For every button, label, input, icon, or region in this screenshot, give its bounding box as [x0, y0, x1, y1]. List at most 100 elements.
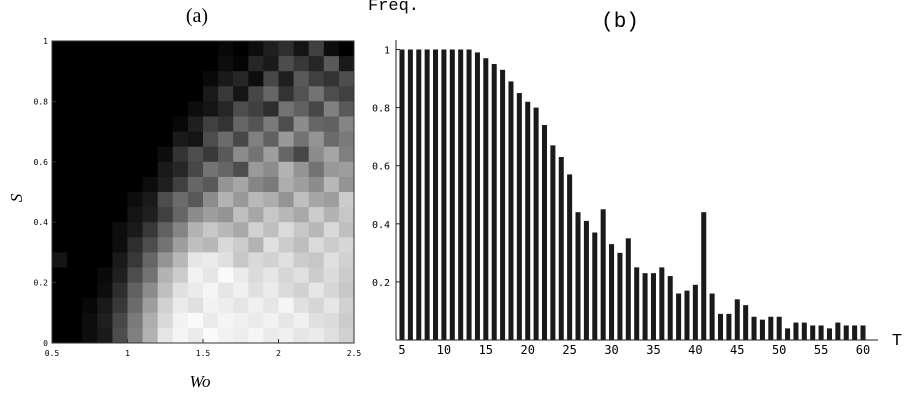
heatmap-cell	[233, 192, 249, 208]
heatmap-cell	[97, 176, 113, 193]
bar-x-tick-label: 10	[437, 343, 451, 357]
bar	[567, 174, 573, 340]
heatmap-cell	[218, 237, 234, 253]
heatmap-cell	[82, 146, 98, 163]
bar	[701, 212, 707, 340]
heatmap-cell	[203, 116, 219, 132]
heatmap-cell	[97, 86, 113, 102]
heatmap-cell	[157, 327, 174, 344]
heatmap-cell	[203, 267, 219, 283]
bar	[592, 232, 598, 340]
heatmap-cell	[218, 252, 234, 268]
heatmap-cell	[278, 101, 294, 117]
heatmap-cell	[233, 56, 249, 72]
bar	[659, 267, 665, 341]
heatmap-cell	[233, 86, 249, 102]
heatmap-cell	[112, 297, 128, 314]
heatmap-cell	[112, 56, 128, 72]
heatmap-cell	[293, 71, 310, 87]
heatmap-cell	[278, 252, 294, 268]
heatmap-cell	[187, 252, 204, 268]
heatmap-cell	[308, 146, 325, 163]
heatmap-cell	[293, 267, 310, 283]
heatmap-cell	[52, 146, 68, 163]
bar	[441, 49, 447, 340]
heatmap-cell	[293, 101, 310, 117]
heatmap-cell	[187, 297, 204, 314]
heatmap-cell	[233, 101, 249, 117]
heatmap-cell	[233, 252, 249, 268]
heatmap-cell	[82, 41, 98, 57]
bar-x-tick-label: 35	[646, 343, 660, 357]
heatmap-cell	[248, 192, 264, 208]
heatmap-cell	[157, 267, 174, 283]
heatmap-cell	[338, 56, 355, 72]
heatmap-cell	[97, 71, 113, 87]
heatmap-cell	[248, 116, 264, 132]
heatmap-cell	[157, 222, 174, 238]
heatmap-cell	[112, 131, 128, 148]
heatmap-cell	[323, 101, 340, 117]
heatmap-cell	[308, 71, 325, 87]
heatmap-cell	[233, 267, 249, 283]
heatmap-cell	[308, 222, 325, 238]
heatmap-cell	[263, 252, 279, 268]
heatmap-y-tick-label: 0	[43, 339, 48, 348]
heatmap-cell	[112, 312, 128, 329]
heatmap-cell	[308, 282, 325, 299]
heatmap-cell	[82, 252, 98, 268]
heatmap-cell	[52, 237, 68, 253]
heatmap-cell	[263, 297, 279, 314]
heatmap-cell	[338, 252, 355, 268]
heatmap-y-tick-label: 0.6	[34, 158, 49, 167]
bar	[801, 322, 807, 340]
heatmap-cell	[248, 237, 264, 253]
heatmap-cell	[293, 222, 310, 238]
heatmap-cell	[293, 192, 310, 208]
heatmap-cell	[323, 176, 340, 193]
heatmap-cell	[82, 222, 98, 238]
heatmap-cell	[172, 192, 189, 208]
heatmap-cell	[187, 207, 204, 223]
heatmap-cell	[112, 192, 128, 208]
heatmap-cell	[203, 312, 219, 329]
heatmap-cell	[52, 312, 68, 329]
heatmap-cell	[203, 252, 219, 268]
heatmap-cell	[187, 116, 204, 132]
heatmap-cell	[97, 297, 113, 314]
heatmap-cell	[338, 222, 355, 238]
heatmap-cell	[203, 207, 219, 223]
heatmap-cell	[187, 56, 204, 72]
heatmap-cell	[218, 161, 234, 178]
heatmap-cell	[187, 71, 204, 87]
heatmap-cell	[67, 71, 83, 87]
heatmap-cell	[338, 237, 355, 253]
heatmap-cell	[82, 237, 98, 253]
heatmap-cell	[112, 207, 128, 223]
panel-a-label: (a)	[186, 5, 208, 27]
heatmap-cell	[172, 327, 189, 344]
heatmap-cell	[233, 222, 249, 238]
heatmap-cell	[248, 176, 264, 193]
bar	[575, 212, 581, 340]
heatmap-cell	[338, 41, 355, 57]
bar	[516, 93, 522, 340]
heatmap-cell	[187, 282, 204, 299]
bar	[759, 319, 765, 340]
heatmap-cell	[203, 146, 219, 163]
heatmap-cell	[127, 192, 143, 208]
heatmap-cell	[308, 252, 325, 268]
heatmap-cell	[203, 237, 219, 253]
heatmap-cell	[263, 267, 279, 283]
heatmap-cell	[233, 207, 249, 223]
heatmap-cell	[142, 176, 159, 193]
bar	[583, 220, 589, 340]
heatmap-cell	[127, 101, 143, 117]
heatmap-cell	[248, 222, 264, 238]
heatmap-cell	[127, 41, 143, 57]
heatmap-cell	[278, 146, 294, 163]
heatmap-cell	[67, 146, 83, 163]
heatmap-cell	[308, 161, 325, 178]
heatmap-cell	[278, 71, 294, 87]
heatmap-cell	[233, 71, 249, 87]
